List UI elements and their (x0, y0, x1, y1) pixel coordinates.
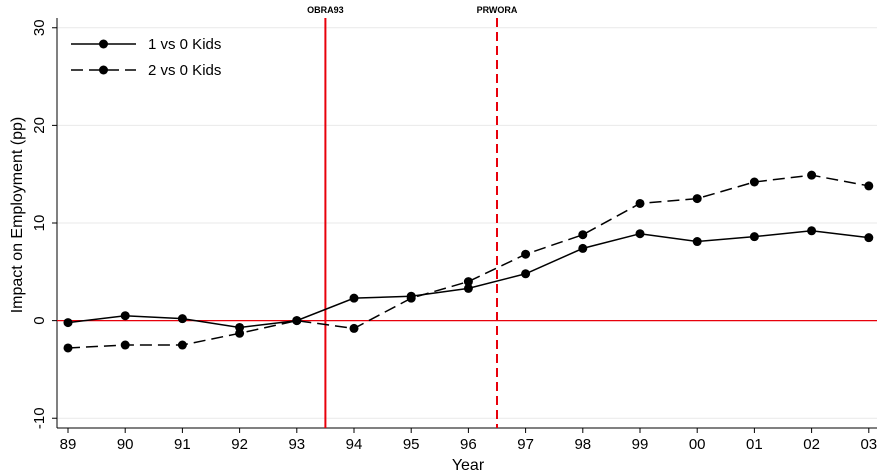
x-tick-label: 03 (860, 436, 877, 453)
series-1 (63, 226, 874, 332)
data-point (807, 170, 817, 180)
series-layer (63, 170, 874, 353)
data-point (521, 269, 531, 279)
legend-item-1: 1 vs 0 Kids (71, 36, 221, 53)
data-point (406, 293, 416, 303)
x-axis-title: Year (452, 457, 485, 474)
data-point (807, 226, 817, 236)
y-axis-title: Impact on Employment (pp) (9, 117, 26, 314)
x-tick-label: 02 (803, 436, 820, 453)
x-tick-label: 95 (403, 436, 420, 453)
y-tick-label: -10 (31, 407, 48, 429)
x-tick-label: 89 (60, 436, 77, 453)
data-point (349, 293, 359, 303)
legend-marker (99, 39, 108, 49)
legend-item-2: 2 vs 0 Kids (71, 62, 221, 79)
reference-line-label: OBRA93 (307, 5, 344, 15)
data-point (692, 194, 702, 204)
legend-label: 2 vs 0 Kids (148, 62, 221, 79)
x-tick-label: 01 (746, 436, 763, 453)
data-point (692, 237, 702, 247)
data-point (63, 343, 73, 353)
data-point (120, 311, 130, 321)
data-point (463, 277, 473, 287)
data-point (578, 230, 588, 240)
series-2 (63, 170, 874, 353)
reference-line-label: PRWORA (477, 5, 518, 15)
x-tick-label: 92 (231, 436, 248, 453)
x-tick-label: 93 (288, 436, 305, 453)
data-point (578, 243, 588, 253)
x-ticks: 89 90 91 92 93 94 95 96 97 98 99 00 01 02 03 (60, 428, 877, 453)
data-point (177, 314, 187, 324)
data-point (349, 323, 359, 333)
data-point (63, 318, 73, 328)
x-tick-label: 90 (117, 436, 134, 453)
x-tick-label: 00 (689, 436, 706, 453)
x-tick-label: 99 (632, 436, 649, 453)
x-tick-label: 94 (346, 436, 363, 453)
y-tick-label: 30 (31, 19, 48, 36)
x-tick-label: 98 (574, 436, 591, 453)
y-tick-label: 20 (31, 117, 48, 134)
data-point (120, 340, 130, 350)
y-ticks: -10 0 10 20 30 (31, 19, 57, 429)
legend-marker (99, 65, 108, 75)
data-point (177, 340, 187, 350)
data-point (749, 177, 759, 187)
data-point (864, 181, 874, 191)
data-point (635, 229, 645, 239)
x-tick-label: 97 (517, 436, 534, 453)
data-point (635, 198, 645, 208)
data-point (521, 249, 531, 259)
y-tick-label: 0 (31, 316, 48, 324)
data-point (463, 283, 473, 293)
legend: 1 vs 0 Kids 2 vs 0 Kids (71, 36, 221, 79)
data-point (749, 232, 759, 242)
data-point (864, 233, 874, 243)
data-point (292, 316, 302, 326)
x-tick-label: 96 (460, 436, 477, 453)
data-point (235, 328, 245, 338)
x-tick-label: 91 (174, 436, 191, 453)
series-line (67, 174, 869, 349)
legend-label: 1 vs 0 Kids (148, 36, 221, 53)
y-tick-label: 10 (31, 215, 48, 232)
